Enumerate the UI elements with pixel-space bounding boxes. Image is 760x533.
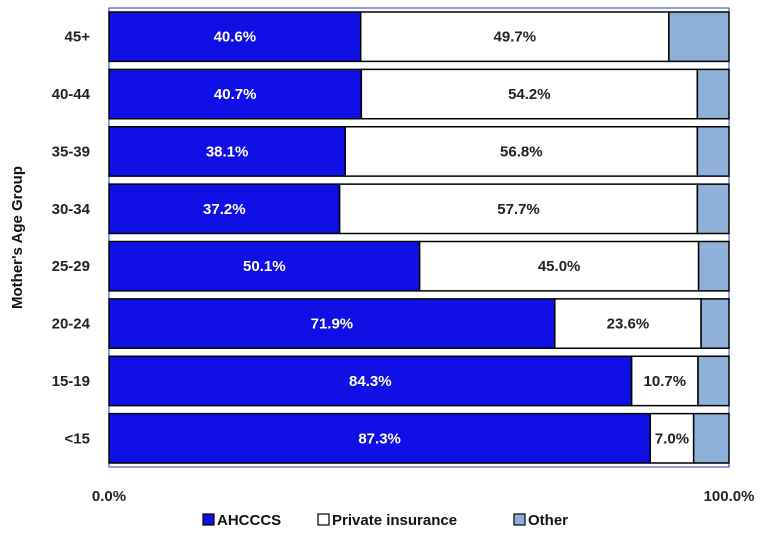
plot-area-border [108, 7, 730, 468]
legend-swatch [513, 513, 526, 526]
data-label: 84.3% [349, 373, 392, 390]
data-label: 45.0% [538, 258, 581, 275]
bar-ahcccs-7 [108, 412, 652, 464]
data-label: 7.0% [655, 430, 689, 447]
data-label: 38.1% [206, 143, 249, 160]
data-label: 37.2% [203, 201, 246, 218]
legend-swatch [317, 513, 330, 526]
data-label: 56.8% [500, 143, 543, 160]
bar-ahcccs-3 [108, 183, 341, 235]
x-tick-label: 0.0% [92, 488, 126, 505]
bar-other-1 [696, 68, 730, 120]
category-label: 30-34 [52, 201, 91, 218]
bar-other-3 [696, 183, 730, 235]
legend: AHCCCS Private insurance Other [202, 512, 568, 529]
bar-private-insurance-2 [344, 126, 699, 177]
bars-group: 40.6% 49.7% 40.7% 54.2% 38.1% 56.8% 37.2% 57.7%… [108, 11, 730, 464]
data-label: 40.6% [214, 29, 257, 46]
bar-private-insurance-0 [359, 11, 670, 63]
category-label: 40-44 [52, 86, 91, 103]
bar-other-4 [697, 240, 730, 292]
bar-private-insurance-7 [649, 412, 695, 464]
bar-ahcccs-5 [108, 298, 556, 349]
bar-private-insurance-1 [360, 68, 699, 120]
data-label: 54.2% [508, 86, 551, 103]
data-label: 49.7% [494, 29, 537, 46]
data-label: 50.1% [243, 258, 286, 275]
data-label: 57.7% [497, 201, 540, 218]
bar-other-5 [700, 298, 730, 349]
data-label: 10.7% [644, 373, 687, 390]
y-axis-title: Mother's Age Group [9, 166, 26, 309]
category-labels: 45+ 40-44 35-39 30-34 25-29 20-24 15-19 <15 [52, 29, 91, 448]
legend-label: Private insurance [332, 512, 457, 529]
bar-other-0 [668, 11, 730, 63]
category-label: 20-24 [52, 316, 91, 333]
bar-private-insurance-4 [418, 240, 700, 292]
legend-swatch [202, 513, 215, 526]
category-label: 25-29 [52, 258, 90, 275]
legend-label: Other [528, 512, 568, 529]
data-label: 87.3% [358, 430, 401, 447]
x-axis-ticks: 0.0% 100.0% [92, 488, 755, 505]
legend-label: AHCCCS [217, 512, 281, 529]
bar-ahcccs-6 [108, 355, 633, 407]
bar-other-2 [696, 126, 730, 177]
bar-other-7 [692, 412, 730, 464]
data-label: 23.6% [607, 316, 650, 333]
category-label: 15-19 [52, 373, 90, 390]
bar-other-6 [697, 355, 730, 407]
category-label: 45+ [65, 29, 91, 46]
category-label: <15 [65, 430, 90, 447]
x-tick-label: 100.0% [704, 488, 755, 505]
data-label: 40.7% [214, 86, 257, 103]
bar-ahcccs-0 [108, 11, 362, 63]
bar-ahcccs-2 [108, 126, 346, 177]
bar-private-insurance-3 [338, 183, 699, 235]
category-label: 35-39 [52, 143, 90, 160]
bar-ahcccs-4 [108, 240, 421, 292]
bar-private-insurance-5 [554, 298, 702, 349]
data-label: 71.9% [311, 316, 354, 333]
